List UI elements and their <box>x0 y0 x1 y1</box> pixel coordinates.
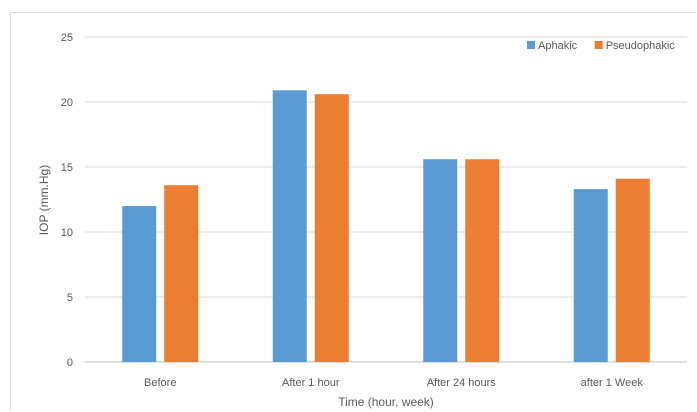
bar-pseudophakic <box>465 159 500 362</box>
legend-swatch-aphakic <box>527 41 535 49</box>
legend: Aphakic Pseudophakic <box>527 40 675 52</box>
y-tick-label: 0 <box>67 357 73 369</box>
x-tick-label: after 1 Week <box>581 377 644 389</box>
x-tick-label: After 1 hour <box>282 377 340 389</box>
y-tick-label: 10 <box>61 227 73 239</box>
y-axis-label: IOP (mm.Hg) <box>37 165 51 235</box>
legend-label-pseudophakic: Pseudophakic <box>606 40 676 52</box>
chart-frame <box>10 12 696 411</box>
y-tick-label: 25 <box>61 32 73 44</box>
legend-label-aphakic: Aphakic <box>538 40 578 52</box>
y-tick-label: 5 <box>67 292 73 304</box>
bar-aphakic <box>272 90 307 363</box>
y-tick-labels: 0 5 10 15 20 25 <box>61 32 73 369</box>
bar-pseudophakic <box>615 178 650 362</box>
x-tick-labels: Before After 1 hour After 24 hours after 1 … <box>144 377 643 389</box>
y-tick-label: 20 <box>61 97 73 109</box>
bar-aphakic <box>423 159 458 362</box>
x-axis-label: Time (hour, week) <box>338 395 434 409</box>
bars <box>122 90 650 363</box>
legend-swatch-pseudophakic <box>594 41 603 49</box>
y-tick-label: 15 <box>61 162 73 174</box>
bar-pseudophakic <box>164 185 199 362</box>
bar-aphakic <box>122 206 157 362</box>
bar-pseudophakic <box>314 94 349 362</box>
x-tick-label: After 24 hours <box>427 377 497 389</box>
bar-aphakic <box>573 189 608 362</box>
x-tick-label: Before <box>144 377 176 389</box>
